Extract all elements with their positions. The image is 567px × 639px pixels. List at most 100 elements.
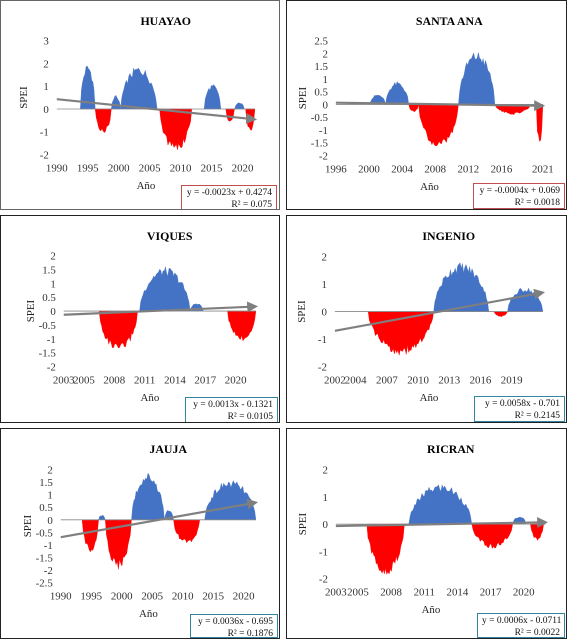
trend-equation: y = 0.0006x - 0.0711 bbox=[482, 616, 562, 626]
x-tick-label: 2004 bbox=[391, 163, 413, 175]
y-tick-label: 2 bbox=[47, 465, 52, 477]
x-tick-label: 2003 bbox=[325, 586, 347, 598]
y-tick-label: -1.5 bbox=[311, 138, 329, 150]
y-tick-label: 2 bbox=[43, 58, 48, 70]
y-tick-label: 1.5 bbox=[42, 264, 56, 276]
x-tick-label: 1990 bbox=[50, 590, 72, 602]
spei-negative-bar bbox=[530, 523, 544, 541]
trend-equation: y = 0.0036x - 0.695 bbox=[197, 617, 273, 627]
x-tick-label: 2008 bbox=[424, 163, 446, 175]
spei-negative-bar bbox=[494, 104, 531, 115]
y-tick-label: -1 bbox=[319, 546, 328, 558]
chart-panel-santa-ana: SANTA ANA 2.5 2 1.5 1 0.5 0 -0.5 -1 -1.5 -2 1996 200… bbox=[286, 0, 567, 210]
trend-line bbox=[63, 301, 259, 316]
x-tick-label: 2017 bbox=[480, 586, 502, 598]
r-squared: R² = 0.0105 bbox=[227, 412, 273, 422]
x-tick-label: 2014 bbox=[447, 586, 469, 598]
spei-negative-bar bbox=[173, 519, 201, 544]
x-axis-label: Año bbox=[420, 392, 439, 404]
r-squared: R² = 0.075 bbox=[231, 200, 272, 210]
chart-title: HUAYAO bbox=[140, 14, 191, 28]
spei-positive-bar bbox=[131, 472, 165, 520]
x-tick-label: 2012 bbox=[457, 163, 479, 175]
y-tick-label: 1 bbox=[50, 278, 55, 290]
spei-positive-bar bbox=[120, 67, 158, 110]
x-tick-label: 2005 bbox=[139, 162, 161, 174]
y-tick-label: 2 bbox=[323, 465, 328, 477]
x-tick-label: 2010 bbox=[407, 374, 429, 386]
x-tick-label: 2005 bbox=[141, 590, 163, 602]
y-tick-label: -1 bbox=[47, 334, 56, 346]
chart-panel-jauja: JAUJA 2 1.5 1 0.5 0 -0.5 -1 -1.5 -2 -2.5 1990 1995 20… bbox=[0, 428, 280, 639]
spei-negative-bar bbox=[94, 108, 112, 133]
spei-positive-bar bbox=[98, 515, 106, 520]
spei-negative-bar bbox=[493, 311, 508, 318]
y-tick-label: 0.5 bbox=[39, 502, 53, 514]
spei-positive-bar bbox=[507, 287, 544, 312]
y-tick-label: -2 bbox=[40, 149, 49, 161]
x-tick-label: 2010 bbox=[170, 162, 192, 174]
trend-equation: y = 0.0058x - 0.701 bbox=[484, 399, 560, 409]
y-axis-label: SPEI bbox=[18, 86, 30, 109]
y-axis-label: SPEI bbox=[297, 513, 309, 536]
x-tick-label: 2010 bbox=[172, 590, 194, 602]
y-tick-label: 0 bbox=[323, 519, 329, 531]
r-squared: R² = 0.0018 bbox=[514, 198, 560, 208]
x-tick-label: 2016 bbox=[491, 163, 513, 175]
spei-positive-bar bbox=[234, 102, 245, 110]
x-tick-label: 2005 bbox=[73, 374, 95, 386]
y-axis-label: SPEI bbox=[297, 87, 309, 110]
spei-positive-bar bbox=[433, 262, 490, 312]
y-tick-label: 0 bbox=[323, 99, 329, 111]
chart-title: VIQUES bbox=[147, 229, 193, 243]
chart-panel-ricran: RICRAN 2 1 0 -1 -2 2003 2005 2008 2011 2014 2017 202… bbox=[286, 428, 567, 639]
trend-equation-box: y = 0.0058x - 0.701 R² = 0.2145 bbox=[474, 396, 565, 422]
trend-line bbox=[334, 288, 546, 332]
trend-line bbox=[335, 100, 546, 112]
y-tick-label: -1 bbox=[40, 127, 49, 139]
y-tick-label: 2 bbox=[323, 48, 328, 60]
spei-negative-bar bbox=[81, 519, 99, 553]
y-tick-label: 2 bbox=[50, 251, 55, 263]
y-tick-label: -1.5 bbox=[39, 348, 57, 360]
x-tick-label: 2017 bbox=[194, 374, 216, 386]
x-tick-label: 2011 bbox=[414, 586, 435, 598]
y-tick-label: -1 bbox=[44, 540, 53, 552]
trend-line bbox=[335, 517, 549, 528]
spei-negative-bar bbox=[98, 310, 138, 349]
y-tick-label: 1 bbox=[322, 279, 327, 291]
y-tick-label: 1 bbox=[323, 492, 328, 504]
y-tick-label: 2.5 bbox=[314, 36, 328, 48]
x-axis-label: Año bbox=[420, 181, 439, 193]
spei-positive-bar bbox=[139, 266, 191, 312]
y-tick-label: -1 bbox=[319, 125, 328, 137]
y-tick-label: 1 bbox=[47, 490, 52, 502]
y-tick-label: -2 bbox=[319, 574, 328, 586]
x-tick-label: 2008 bbox=[103, 374, 125, 386]
y-tick-label: 1 bbox=[43, 81, 48, 93]
y-tick-label: 0 bbox=[43, 104, 49, 116]
spei-positive-bar bbox=[80, 65, 96, 110]
spei-positive-bar bbox=[369, 95, 386, 105]
r-squared: R² = 0.0022 bbox=[514, 628, 560, 638]
spei-negative-bar bbox=[536, 104, 544, 142]
spei-negative-bar bbox=[159, 108, 192, 150]
x-axis-label: Año bbox=[137, 180, 156, 192]
y-tick-label: -2 bbox=[44, 565, 53, 577]
y-tick-label: 1.5 bbox=[39, 477, 53, 489]
spei-negative-bar bbox=[366, 523, 405, 576]
chart-title: SANTA ANA bbox=[416, 14, 483, 28]
x-tick-label: 2005 bbox=[347, 586, 369, 598]
x-tick-label: 1990 bbox=[46, 162, 68, 174]
x-tick-label: 2015 bbox=[202, 590, 224, 602]
y-axis-label: SPEI bbox=[296, 300, 308, 323]
spei-negative-bar bbox=[408, 104, 419, 112]
y-tick-label: -0.5 bbox=[311, 112, 329, 124]
y-tick-label: 0 bbox=[50, 306, 56, 318]
x-tick-label: 1996 bbox=[325, 163, 347, 175]
trend-equation-box: y = -0.0004x + 0.069 R² = 0.0018 bbox=[473, 183, 565, 209]
y-tick-label: -2 bbox=[318, 362, 327, 374]
